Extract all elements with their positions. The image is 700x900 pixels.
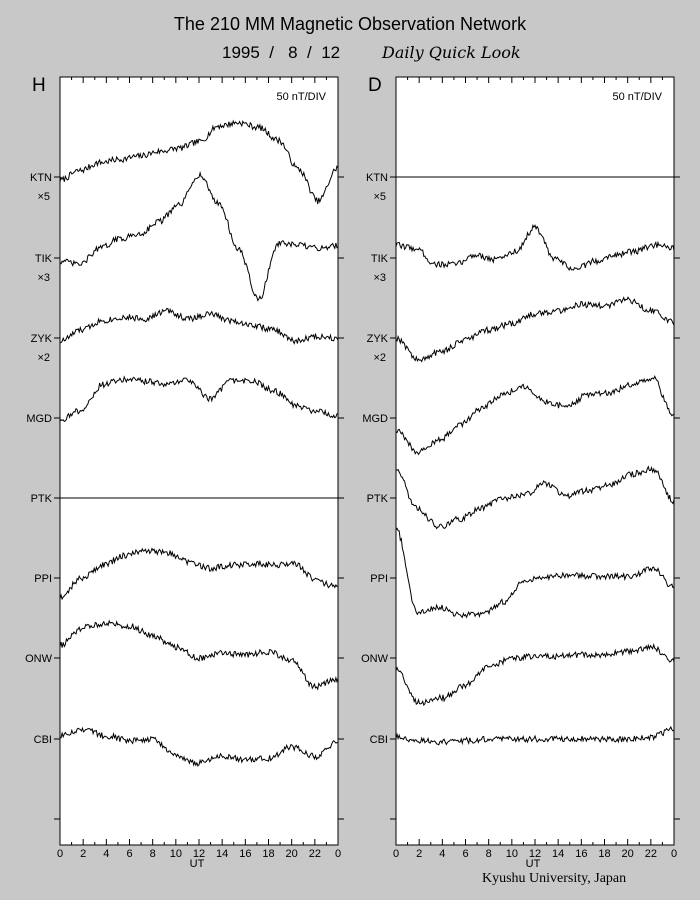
x-tick-label: 14 <box>552 848 564 860</box>
trace-d-cbi <box>395 725 675 746</box>
trace-d-ptk <box>395 465 675 530</box>
x-tick-label: 4 <box>103 848 109 860</box>
station-label-ppi: PPI <box>370 573 388 585</box>
x-tick-label: 8 <box>150 848 156 860</box>
station-label-mgd: MGD <box>362 413 388 425</box>
trace-d-tik <box>395 224 675 272</box>
x-axis-label: UT <box>526 858 541 870</box>
x-tick-label: 18 <box>598 848 610 860</box>
x-tick-label: 10 <box>170 848 182 860</box>
station-multiplier-ktn: ×5 <box>37 191 50 203</box>
credit-label: Kyushu University, Japan <box>482 871 627 886</box>
station-label-cbi: CBI <box>370 734 388 746</box>
x-tick-label: 16 <box>239 848 251 860</box>
x-tick-label: 0 <box>393 848 399 860</box>
x-tick-label: 8 <box>486 848 492 860</box>
station-label-ptk: PTK <box>367 493 389 505</box>
trace-h-cbi <box>59 726 338 767</box>
panel-label-h: H <box>32 75 46 96</box>
x-axis-label: UT <box>190 858 205 870</box>
x-tick-label: 12 <box>193 848 205 860</box>
station-multiplier-ktn: ×5 <box>373 191 386 203</box>
x-tick-label: 20 <box>622 848 634 860</box>
scale-label: 50 nT/DIV <box>612 91 662 103</box>
panel-frame-d <box>395 76 675 846</box>
station-label-zyk: ZYK <box>367 333 389 345</box>
x-tick-label: 4 <box>439 848 445 860</box>
observation-date: 1995 / 8 / 12 <box>222 43 341 62</box>
x-tick-label: 10 <box>506 848 518 860</box>
x-tick-label: 0 <box>57 848 63 860</box>
station-label-tik: TIK <box>371 253 389 265</box>
trace-h-ktn <box>59 119 339 205</box>
trace-d-zyk <box>395 296 675 363</box>
x-tick-label: 16 <box>575 848 587 860</box>
station-label-ppi: PPI <box>34 573 52 585</box>
page-title: The 210 MM Magnetic Observation Network <box>173 14 527 34</box>
x-tick-label: 18 <box>262 848 274 860</box>
trace-h-tik <box>59 170 339 302</box>
station-label-cbi: CBI <box>34 734 52 746</box>
trace-h-onw <box>59 619 339 691</box>
x-tick-label: 22 <box>309 848 321 860</box>
station-label-ktn: KTN <box>30 172 52 184</box>
station-multiplier-tik: ×3 <box>37 272 50 284</box>
x-tick-label: 0 <box>671 848 677 860</box>
x-tick-label: 0 <box>335 848 341 860</box>
station-label-tik: TIK <box>35 253 53 265</box>
station-label-onw: ONW <box>361 653 389 665</box>
trace-h-mgd <box>59 375 339 423</box>
x-tick-label: 14 <box>216 848 228 860</box>
x-tick-label: 20 <box>286 848 298 860</box>
x-tick-label: 22 <box>645 848 657 860</box>
trace-d-mgd <box>395 374 675 456</box>
trace-d-ppi <box>395 527 675 619</box>
station-multiplier-tik: ×3 <box>373 272 386 284</box>
panel-label-d: D <box>368 75 382 96</box>
daily-quick-look-label: Daily Quick Look <box>382 43 521 62</box>
x-tick-label: 6 <box>126 848 132 860</box>
panel-frame-h <box>59 76 339 846</box>
station-label-mgd: MGD <box>26 413 52 425</box>
station-multiplier-zyk: ×2 <box>373 352 386 364</box>
trace-h-zyk <box>59 307 339 345</box>
station-label-onw: ONW <box>25 653 53 665</box>
station-multiplier-zyk: ×2 <box>37 352 50 364</box>
station-label-ktn: KTN <box>366 172 388 184</box>
scale-label: 50 nT/DIV <box>276 91 326 103</box>
trace-h-ppi <box>59 547 339 601</box>
station-label-ptk: PTK <box>31 493 53 505</box>
x-tick-label: 2 <box>80 848 86 860</box>
x-tick-label: 12 <box>529 848 541 860</box>
x-tick-label: 2 <box>416 848 422 860</box>
trace-d-onw <box>395 643 675 706</box>
station-label-zyk: ZYK <box>31 333 53 345</box>
x-tick-label: 6 <box>462 848 468 860</box>
